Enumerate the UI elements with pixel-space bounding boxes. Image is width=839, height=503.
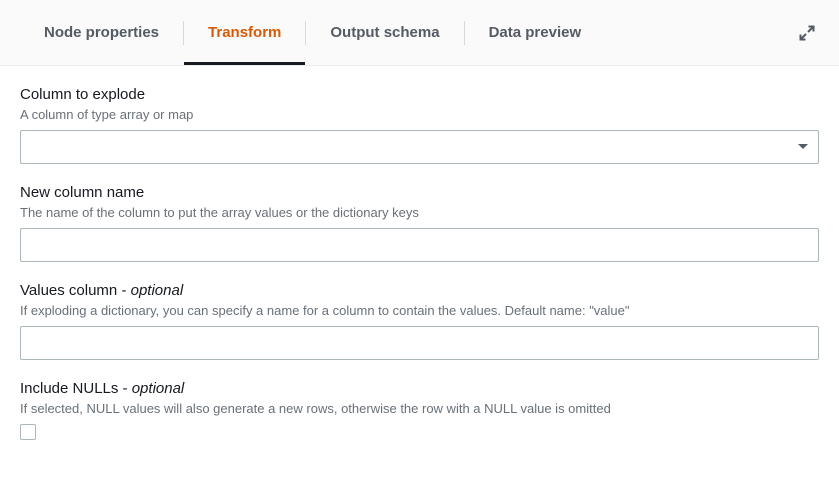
tab-transform[interactable]: Transform [184,0,305,65]
column-to-explode-desc: A column of type array or map [20,107,819,122]
values-column-label-main: Values column - [20,282,131,299]
column-to-explode-value [20,130,819,164]
new-column-name-input[interactable] [20,228,819,262]
tab-data-preview-label: Data preview [489,24,582,41]
tab-node-properties-label: Node properties [44,24,159,41]
values-column-input[interactable] [20,326,819,360]
new-column-name-desc: The name of the column to put the array … [20,205,819,220]
tab-transform-label: Transform [208,24,281,41]
column-to-explode-select[interactable] [20,130,819,164]
tab-bar: Node properties Transform Output schema … [20,0,605,65]
expand-button[interactable] [795,21,819,45]
field-column-to-explode: Column to explode A column of type array… [20,86,819,164]
include-nulls-label-optional: optional [132,380,185,397]
include-nulls-label-main: Include NULLs - [20,380,132,397]
include-nulls-desc: If selected, NULL values will also gener… [20,401,819,416]
tab-header: Node properties Transform Output schema … [0,0,839,66]
include-nulls-checkbox[interactable] [20,424,36,440]
column-to-explode-label: Column to explode [20,86,819,103]
tab-output-schema[interactable]: Output schema [306,0,463,65]
form-content: Column to explode A column of type array… [0,66,839,485]
tab-output-schema-label: Output schema [330,24,439,41]
values-column-label: Values column - optional [20,282,819,299]
include-nulls-label: Include NULLs - optional [20,380,819,397]
tab-data-preview[interactable]: Data preview [465,0,606,65]
values-column-label-optional: optional [131,282,184,299]
field-include-nulls: Include NULLs - optional If selected, NU… [20,380,819,445]
tab-node-properties[interactable]: Node properties [20,0,183,65]
expand-icon [799,25,815,41]
field-values-column: Values column - optional If exploding a … [20,282,819,360]
field-new-column-name: New column name The name of the column t… [20,184,819,262]
new-column-name-label: New column name [20,184,819,201]
values-column-desc: If exploding a dictionary, you can speci… [20,303,819,318]
